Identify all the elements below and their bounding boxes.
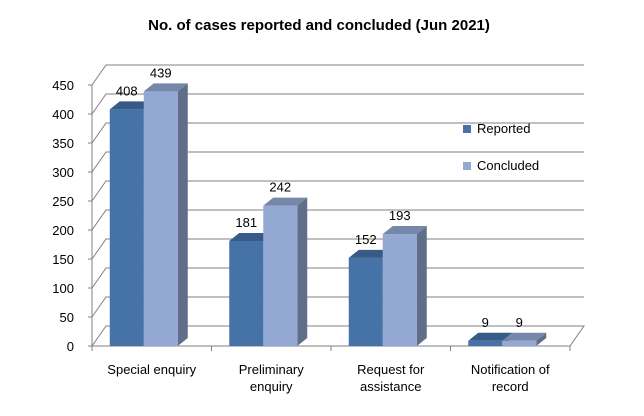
y-tick-label: 100 — [52, 281, 74, 296]
bar-top — [382, 226, 427, 235]
gridline — [91, 151, 584, 173]
y-tick-label: 150 — [52, 252, 74, 267]
data-label: 152 — [355, 232, 377, 247]
bar-top — [143, 83, 188, 92]
bars — [109, 83, 547, 346]
gridline — [91, 122, 584, 144]
data-label: 242 — [269, 180, 291, 195]
bar-concluded-2 — [263, 205, 298, 346]
legend-label-reported: Reported — [477, 121, 530, 136]
gridline — [91, 180, 584, 202]
bar-top — [263, 197, 308, 206]
bar-side — [416, 226, 427, 346]
bar-concluded-3 — [382, 234, 417, 346]
bar-side — [297, 197, 308, 346]
x-tick-label-line: Special enquiry — [107, 362, 196, 377]
data-label: 9 — [516, 315, 523, 330]
bar-concluded-1 — [143, 91, 178, 346]
y-tick-label: 250 — [52, 194, 74, 209]
x-tick-label-line: assistance — [360, 379, 421, 394]
gridlines — [88, 64, 584, 351]
gridline — [91, 93, 584, 115]
bar-top — [502, 332, 547, 341]
x-tick-label: Request for assistance — [357, 362, 425, 394]
y-tick-label: 300 — [52, 165, 74, 180]
bar-reported-3 — [348, 257, 383, 346]
y-tick-label: 350 — [52, 136, 74, 151]
x-tick-label-line: Preliminary — [239, 362, 305, 377]
x-tick-label-line: Request for — [357, 362, 425, 377]
gridline — [91, 209, 584, 231]
data-label: 193 — [389, 208, 411, 223]
bar-top — [468, 332, 513, 341]
data-label: 408 — [116, 83, 138, 98]
x-tick-label: Notification of record — [471, 362, 550, 394]
y-tick-label: 50 — [60, 310, 74, 325]
bar-top — [109, 101, 154, 110]
bar-side — [536, 332, 547, 346]
x-tick-label-line: Notification of — [471, 362, 550, 377]
y-tick-label: 200 — [52, 223, 74, 238]
bar-reported-2 — [229, 241, 264, 346]
legend-swatch-reported — [463, 125, 471, 133]
labels: 0 50 100 150 200 250 300 350 400 450 408 439 Special… — [52, 65, 550, 394]
x-tick-label-line: record — [492, 379, 529, 394]
x-tick-label-line: enquiry — [250, 379, 293, 394]
legend-swatch-concluded — [463, 162, 471, 170]
y-tick-label: 400 — [52, 107, 74, 122]
gridline — [91, 64, 584, 86]
chart-title: No. of cases reported and concluded (Jun… — [148, 17, 490, 34]
bar-top — [229, 233, 274, 242]
bar-concluded-4 — [502, 340, 537, 346]
data-label: 439 — [150, 65, 172, 80]
x-tick-label: Special enquiry — [107, 362, 196, 377]
legend-label-concluded: Concluded — [477, 158, 539, 173]
x-tick-label: Preliminary enquiry — [239, 362, 305, 394]
y-tick-label: 0 — [67, 339, 74, 354]
bar-reported-4 — [468, 340, 503, 346]
y-tick-label: 450 — [52, 78, 74, 93]
data-label: 9 — [482, 315, 489, 330]
data-label: 181 — [235, 215, 257, 230]
bar-reported-1 — [109, 109, 144, 346]
bar-side — [177, 83, 188, 346]
bar-top — [348, 249, 393, 258]
